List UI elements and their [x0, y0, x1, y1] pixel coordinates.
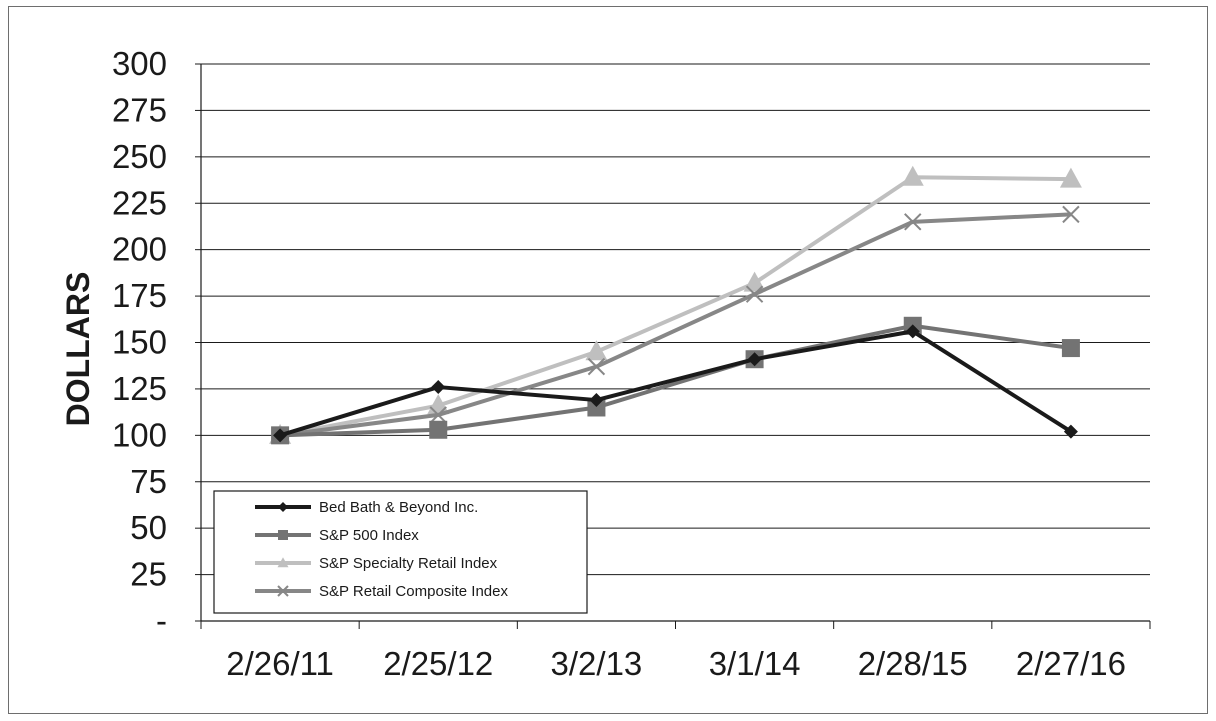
series-lines	[269, 165, 1082, 445]
gridlines	[195, 63, 1150, 622]
x-marker-stroke	[745, 285, 764, 303]
data-point	[904, 213, 922, 231]
x-tick-label: 3/2/13	[551, 645, 643, 682]
legend-label: S&P 500 Index	[319, 527, 419, 544]
legend-item: S&P Specialty Retail Index	[255, 555, 498, 572]
legend-swatch-marker	[277, 557, 289, 568]
y-tick-label: 150	[112, 324, 167, 361]
legend-item: Bed Bath & Beyond Inc.	[255, 499, 478, 516]
x-tick-label: 2/27/16	[1016, 645, 1126, 682]
y-axis-label: DOLLARS	[60, 272, 96, 427]
y-tick-label: 125	[112, 370, 167, 407]
data-point	[431, 380, 446, 395]
y-tick-label: 75	[130, 463, 167, 500]
data-point	[429, 420, 448, 439]
y-tick-label: 300	[112, 45, 167, 82]
data-point	[745, 285, 764, 303]
chart-frame: - 25 50 75 100 125 150 175 200 225 250 275 300 2/26/…	[8, 6, 1208, 714]
x-marker-stroke	[587, 357, 606, 376]
legend-swatch-marker	[277, 585, 289, 597]
y-tick-label: 25	[130, 556, 167, 593]
series-line	[279, 329, 1072, 438]
legend-item: S&P 500 Index	[255, 527, 419, 544]
x-marker-stroke	[904, 213, 922, 231]
x-marker-stroke	[429, 406, 447, 424]
axes	[200, 64, 1151, 629]
y-tick-label: 50	[130, 509, 167, 546]
y-tick-label: 275	[112, 91, 167, 128]
x-tick-label: 2/28/15	[858, 645, 968, 682]
legend-label: Bed Bath & Beyond Inc.	[319, 499, 478, 516]
data-point	[1063, 424, 1078, 439]
y-tick-label: -	[156, 602, 167, 639]
data-point	[587, 398, 606, 417]
data-point	[587, 357, 606, 376]
series-s-p-500-index	[271, 316, 1080, 445]
data-point	[1059, 167, 1082, 188]
series-s-p-retail-composite-index	[271, 205, 1080, 445]
line-chart: - 25 50 75 100 125 150 175 200 225 250 275 300 2/26/…	[60, 45, 1151, 682]
legend-label: S&P Retail Composite Index	[319, 583, 508, 600]
legend: Bed Bath & Beyond Inc. S&P 500 Index S&P S…	[213, 490, 588, 614]
data-point	[743, 271, 766, 292]
x-tick-label: 2/26/11	[226, 645, 334, 682]
data-point	[273, 428, 288, 443]
x-tick-label: 2/25/12	[383, 645, 493, 682]
x-marker-stroke	[1062, 205, 1080, 224]
x-axis-ticks: 2/26/11 2/25/12 3/2/13 3/1/14 2/28/15 2/27/16	[226, 645, 1126, 682]
series-bed-bath-beyond-inc	[273, 324, 1078, 443]
legend-item: S&P Retail Composite Index	[255, 583, 508, 600]
y-tick-label: 175	[112, 277, 167, 314]
legend-label: S&P Specialty Retail Index	[319, 555, 498, 572]
y-tick-label: 225	[112, 184, 167, 221]
data-point	[1062, 205, 1080, 224]
series-line	[279, 175, 1071, 438]
data-point	[905, 324, 920, 339]
series-line	[279, 212, 1072, 438]
legend-swatch-marker	[278, 502, 288, 512]
y-tick-label: 250	[112, 138, 167, 175]
y-tick-label: 100	[112, 416, 167, 453]
data-point	[747, 352, 762, 367]
data-point	[429, 406, 447, 424]
x-marker-stroke	[277, 585, 289, 597]
y-tick-label: 200	[112, 231, 167, 268]
data-point	[901, 165, 924, 186]
data-point	[1061, 339, 1080, 358]
data-point	[585, 340, 608, 361]
data-point	[589, 393, 604, 408]
legend-swatch-marker	[278, 530, 288, 540]
x-tick-label: 3/1/14	[709, 645, 801, 682]
legend-items: Bed Bath & Beyond Inc. S&P 500 Index S&P S…	[255, 499, 508, 600]
series-line	[280, 323, 1072, 438]
y-axis-ticks: - 25 50 75 100 125 150 175 200 225 250 275 300	[112, 45, 167, 639]
